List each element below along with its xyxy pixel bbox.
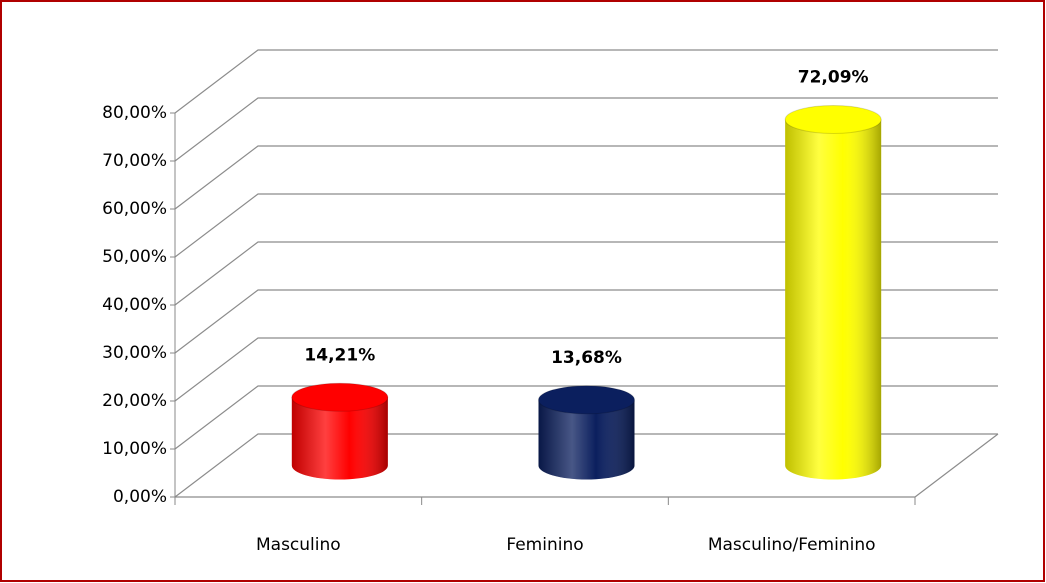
grid-line bbox=[174, 49, 998, 114]
grid-line bbox=[174, 145, 998, 210]
data-label: 72,09% bbox=[798, 67, 869, 87]
y-tick-label: 10,00% bbox=[102, 439, 167, 459]
grid-line bbox=[174, 337, 998, 402]
cylinder-shade bbox=[538, 399, 635, 480]
cylinder bbox=[784, 104, 882, 480]
y-tick-label: 0,00% bbox=[113, 487, 167, 507]
cylinder-top bbox=[538, 385, 635, 415]
cylinder-top bbox=[291, 382, 389, 412]
grid-line bbox=[174, 97, 998, 162]
y-tick-label: 70,00% bbox=[102, 151, 167, 171]
x-tick-label: Masculino/Feminino bbox=[708, 535, 876, 555]
x-tick-label: Masculino bbox=[256, 535, 341, 555]
y-tick-label: 80,00% bbox=[102, 103, 167, 123]
y-tick-label: 40,00% bbox=[102, 295, 167, 315]
cylinder-shade bbox=[785, 119, 882, 480]
grid-line bbox=[174, 193, 998, 258]
y-tick-label: 30,00% bbox=[102, 343, 167, 363]
cylinder bbox=[538, 385, 635, 480]
y-tick-label: 50,00% bbox=[102, 247, 167, 267]
y-tick-label: 20,00% bbox=[102, 391, 167, 411]
cylinder-shade bbox=[291, 397, 388, 480]
grid-line bbox=[174, 289, 998, 354]
grid-line bbox=[174, 241, 998, 306]
grid-line bbox=[174, 433, 998, 498]
cylinder-top bbox=[784, 104, 882, 134]
data-label: 14,21% bbox=[304, 345, 375, 365]
y-tick-label: 60,00% bbox=[102, 199, 167, 219]
data-label: 13,68% bbox=[551, 348, 622, 368]
cylinder bbox=[291, 382, 389, 480]
x-tick-label: Feminino bbox=[506, 535, 583, 555]
grid-line bbox=[174, 385, 998, 450]
